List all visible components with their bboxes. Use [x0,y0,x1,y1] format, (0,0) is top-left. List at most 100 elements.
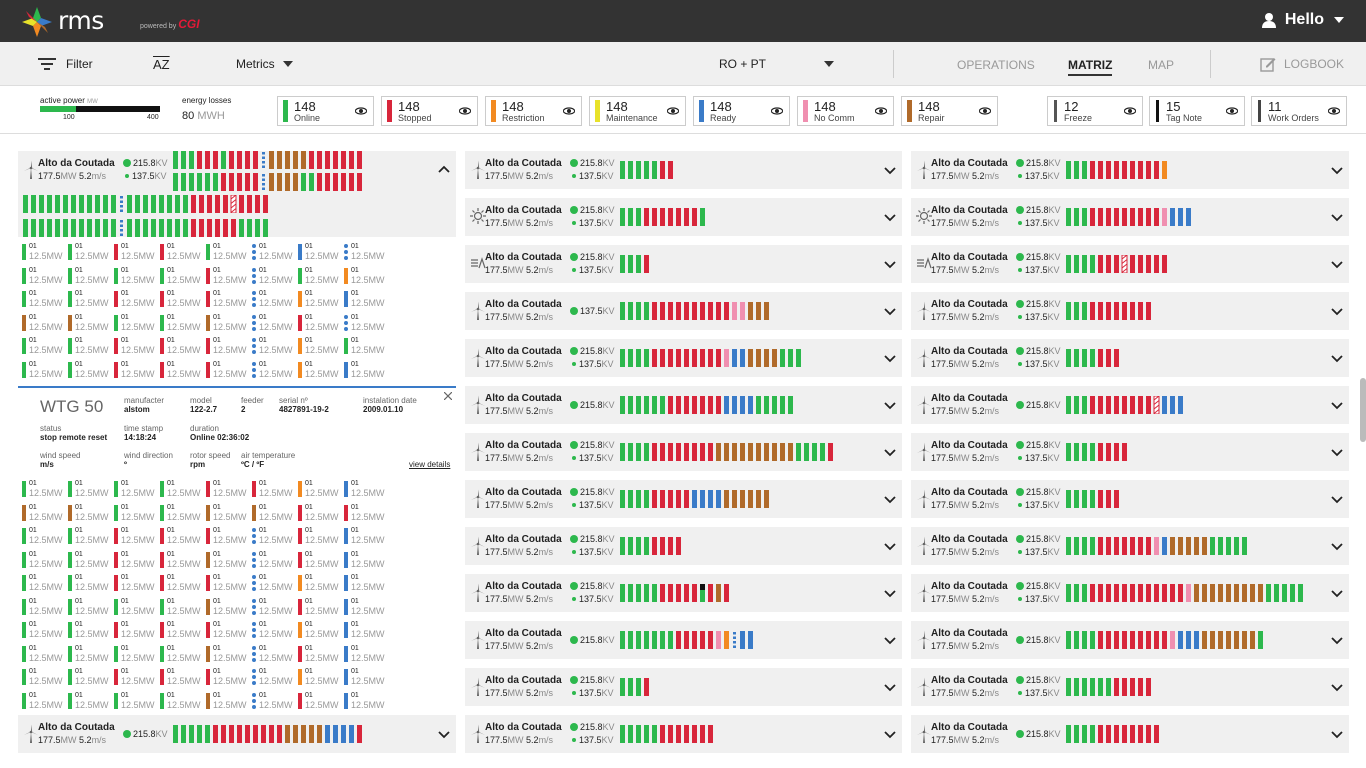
park-card[interactable]: Alto da Coutada 177.5MW 5.2m/s 215.8KV 137.… [911,480,1349,518]
park-card[interactable]: Alto da Coutada 177.5MW 5.2m/s 215.8KV 137.… [465,715,902,753]
turbine-tile[interactable]: 01 12.5MW [206,550,247,570]
turbine-tile[interactable]: 01 12.5MW [68,550,109,570]
turbine-tile[interactable]: 01 12.5MW [68,573,109,593]
chevron-down-icon[interactable] [1331,681,1343,693]
chevron-down-icon[interactable] [1331,399,1343,411]
chevron-down-icon[interactable] [884,681,896,693]
eye-icon[interactable] [1124,105,1136,117]
chevron-down-icon[interactable] [1331,728,1343,740]
turbine-tile[interactable]: 01 12.5MW [344,526,385,546]
turbine-tile[interactable]: 01 12.5MW [22,336,63,356]
turbine-tile[interactable]: 01 12.5MW [298,526,339,546]
status-counter-work-orders[interactable]: 11 Work Orders [1251,96,1347,126]
park-card[interactable]: Alto da Coutada 177.5MW 5.2m/s 215.8KV 137.… [465,480,902,518]
status-counter-restriction[interactable]: 148 Restriction [485,96,582,126]
turbine-tile[interactable]: 01 12.5MW [160,360,201,380]
turbine-tile[interactable]: 01 12.5MW [298,573,339,593]
turbine-tile[interactable]: 01 12.5MW [252,266,293,286]
park-card[interactable]: Alto da Coutada 177.5MW 5.2m/s 215.8KV 137.… [465,527,902,565]
park-card[interactable]: Alto da Coutada 177.5MW 5.2m/s 215.8KV [465,621,902,659]
turbine-tile[interactable]: 01 12.5MW [22,242,63,262]
status-counter-ready[interactable]: 148 Ready [693,96,790,126]
chevron-down-icon[interactable] [1331,352,1343,364]
turbine-tile[interactable]: 01 12.5MW [68,620,109,640]
turbine-tile[interactable]: 01 12.5MW [22,667,63,687]
turbine-tile[interactable]: 01 12.5MW [22,620,63,640]
turbine-tile[interactable]: 01 12.5MW [68,360,109,380]
chevron-down-icon[interactable] [1331,634,1343,646]
park-card[interactable]: Alto da Coutada 177.5MW 5.2m/s 215.8KV 137.… [465,574,902,612]
status-counter-tag-note[interactable]: 15 Tag Note [1149,96,1245,126]
park-card[interactable]: Alto da Coutada 177.5MW 5.2m/s 215.8KV [911,621,1349,659]
eye-icon[interactable] [667,105,679,117]
chevron-down-icon[interactable] [1331,446,1343,458]
turbine-tile[interactable]: 01 12.5MW [22,644,63,664]
turbine-tile[interactable]: 01 12.5MW [344,242,385,262]
turbine-tile[interactable]: 01 12.5MW [114,242,155,262]
turbine-tile[interactable]: 01 12.5MW [252,620,293,640]
turbine-tile[interactable]: 01 12.5MW [68,479,109,499]
turbine-tile[interactable]: 01 12.5MW [344,266,385,286]
turbine-tile[interactable]: 01 12.5MW [160,479,201,499]
turbine-tile[interactable]: 01 12.5MW [114,289,155,309]
turbine-tile[interactable]: 01 12.5MW [22,479,63,499]
turbine-tile[interactable]: 01 12.5MW [252,573,293,593]
chevron-down-icon[interactable] [884,399,896,411]
turbine-tile[interactable]: 01 12.5MW [22,266,63,286]
status-counter-no-comm[interactable]: 148 No Comm [797,96,894,126]
turbine-tile[interactable]: 01 12.5MW [344,667,385,687]
turbine-tile[interactable]: 01 12.5MW [68,691,109,711]
turbine-tile[interactable]: 01 12.5MW [22,573,63,593]
status-counter-maintenance[interactable]: 148 Maintenance [589,96,686,126]
turbine-tile[interactable]: 01 12.5MW [68,313,109,333]
chevron-down-icon[interactable] [884,493,896,505]
park-card[interactable]: Alto da Coutada 177.5MW 5.2m/s 215.8KV 137.… [911,292,1349,330]
turbine-tile[interactable]: 01 12.5MW [206,667,247,687]
chevron-down-icon[interactable] [1331,493,1343,505]
turbine-tile[interactable]: 01 12.5MW [298,644,339,664]
turbine-tile[interactable]: 01 12.5MW [206,313,247,333]
turbine-tile[interactable]: 01 12.5MW [252,289,293,309]
turbine-tile[interactable]: 01 12.5MW [206,479,247,499]
turbine-tile[interactable]: 01 12.5MW [298,691,339,711]
turbine-tile[interactable]: 01 12.5MW [160,573,201,593]
chevron-down-icon[interactable] [1331,540,1343,552]
chevron-down-icon[interactable] [884,258,896,270]
scrollbar[interactable] [1360,378,1366,442]
turbine-tile[interactable]: 01 12.5MW [114,266,155,286]
eye-icon[interactable] [1226,105,1238,117]
turbine-tile[interactable]: 01 12.5MW [68,526,109,546]
turbine-tile[interactable]: 01 12.5MW [68,336,109,356]
turbine-tile[interactable]: 01 12.5MW [298,266,339,286]
chevron-down-icon[interactable] [884,305,896,317]
park-card[interactable]: Alto da Coutada 177.5MW 5.2m/s 137.5KV [465,292,902,330]
turbine-tile[interactable]: 01 12.5MW [160,597,201,617]
turbine-tile[interactable]: 01 12.5MW [114,644,155,664]
turbine-tile[interactable]: 01 12.5MW [160,336,201,356]
turbine-tile[interactable]: 01 12.5MW [160,242,201,262]
turbine-tile[interactable]: 01 12.5MW [22,691,63,711]
park-card[interactable]: Alto da Coutada 177.5MW 5.2m/s 215.8KV 137.… [465,339,902,377]
eye-icon[interactable] [771,105,783,117]
park-card[interactable]: Alto da Coutada 177.5MW 5.2m/s 215.8KV [465,386,902,424]
tab-map[interactable]: MAP [1148,58,1175,72]
turbine-tile[interactable]: 01 12.5MW [206,597,247,617]
park-card[interactable]: Alto da Coutada 177.5MW 5.2m/s 215.8KV 137.… [911,574,1349,612]
status-counter-repair[interactable]: 148 Repair [901,96,998,126]
turbine-tile[interactable]: 01 12.5MW [298,550,339,570]
turbine-tile[interactable]: 01 12.5MW [114,526,155,546]
park-card[interactable]: Alto da Coutada 177.5MW 5.2m/s 215.8KV [911,386,1349,424]
turbine-tile[interactable]: 01 12.5MW [298,667,339,687]
turbine-tile[interactable]: 01 12.5MW [252,550,293,570]
status-counter-stopped[interactable]: 148 Stopped [381,96,478,126]
turbine-tile[interactable]: 01 12.5MW [298,597,339,617]
turbine-tile[interactable]: 01 12.5MW [298,503,339,523]
turbine-tile[interactable]: 01 12.5MW [252,336,293,356]
turbine-tile[interactable]: 01 12.5MW [68,242,109,262]
turbine-tile[interactable]: 01 12.5MW [114,479,155,499]
turbine-tile[interactable]: 01 12.5MW [298,289,339,309]
turbine-tile[interactable]: 01 12.5MW [68,644,109,664]
turbine-tile[interactable]: 01 12.5MW [114,336,155,356]
chevron-down-icon[interactable] [884,164,896,176]
eye-icon[interactable] [875,105,887,117]
